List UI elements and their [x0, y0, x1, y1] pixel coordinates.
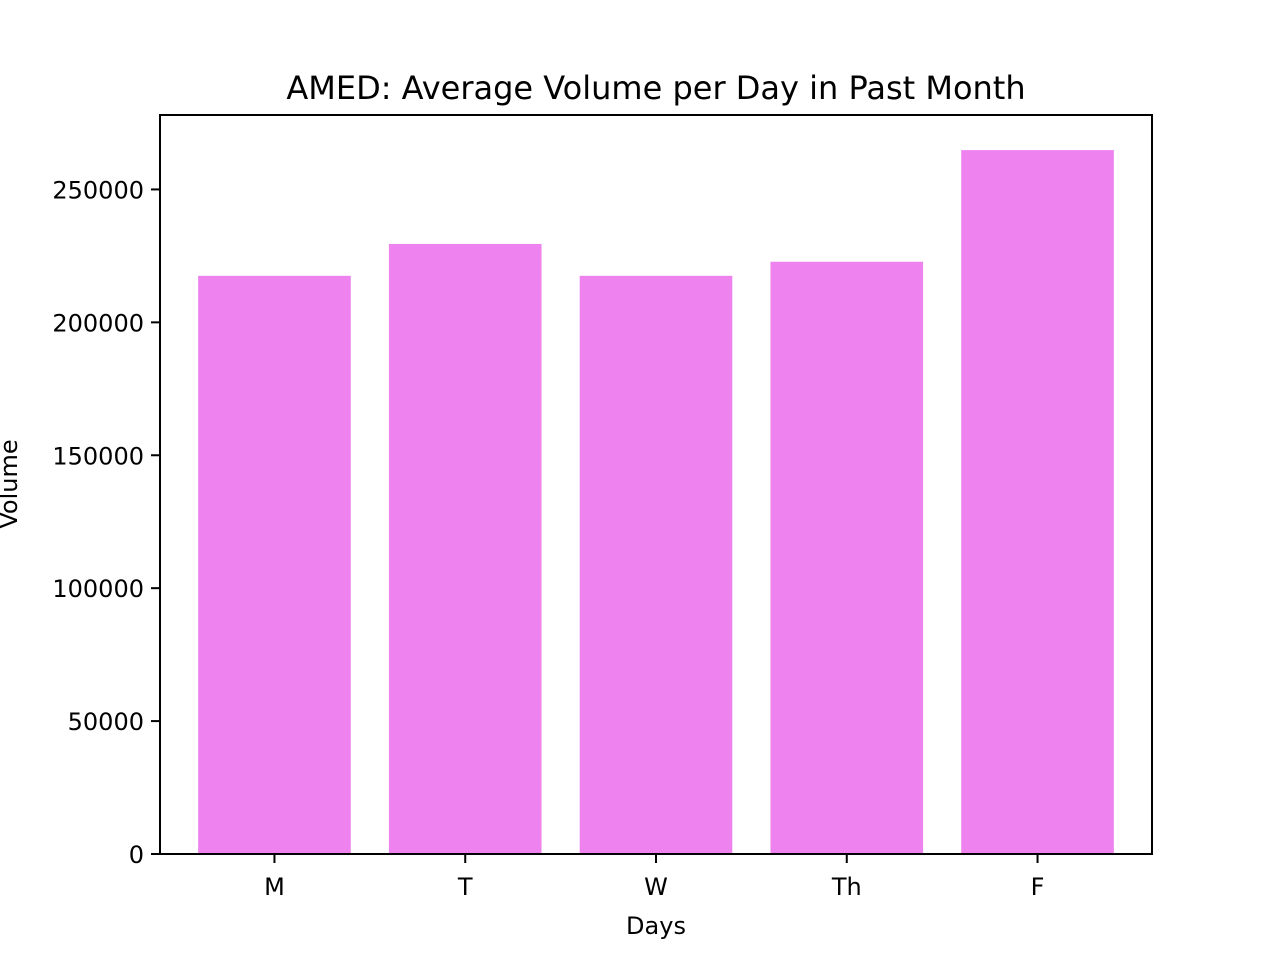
y-tick-label: 50000: [68, 708, 144, 736]
x-tick-label: W: [644, 873, 668, 901]
bar-m: [198, 275, 351, 855]
y-tick-label: 250000: [52, 176, 144, 204]
x-tick-label: F: [1031, 873, 1045, 901]
bar-t: [388, 243, 542, 854]
y-axis-label: Volume: [0, 439, 23, 528]
x-tick-label: Th: [831, 873, 862, 901]
x-axis-label: Days: [626, 912, 686, 940]
bar-th: [770, 261, 924, 854]
y-tick-label: 100000: [52, 575, 144, 603]
chart-title: AMED: Average Volume per Day in Past Mon…: [286, 69, 1025, 107]
bar-f: [961, 150, 1114, 855]
y-tick-label: 0: [129, 841, 144, 869]
bar-w: [579, 275, 733, 855]
x-tick-label: T: [457, 873, 473, 901]
x-tick-label: M: [264, 873, 285, 901]
x-axis: M T W Th F: [264, 854, 1044, 901]
y-tick-label: 150000: [52, 442, 144, 470]
bars-group: [198, 150, 1114, 855]
y-axis: 0 50000 100000 150000 200000 250000: [52, 176, 160, 869]
y-tick-label: 200000: [52, 309, 144, 337]
